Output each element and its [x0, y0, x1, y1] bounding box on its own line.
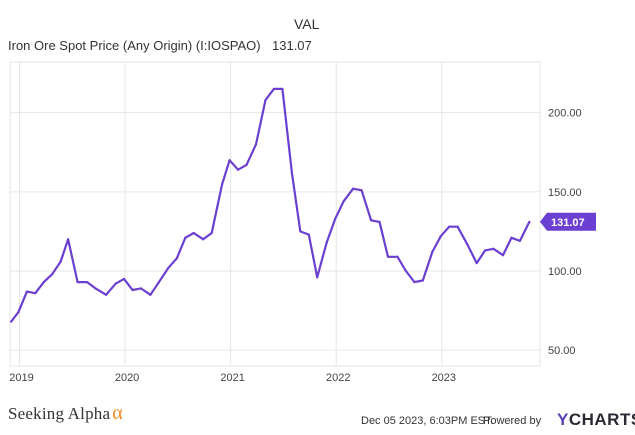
x-tick-label: 2020 — [115, 372, 139, 384]
data-point — [518, 239, 522, 243]
data-point — [421, 279, 424, 282]
alpha-icon: α — [112, 402, 123, 424]
ycharts-y-mark: Y — [557, 410, 569, 429]
data-point — [528, 220, 531, 223]
data-point — [210, 231, 213, 235]
data-point — [396, 255, 399, 258]
data-point — [316, 276, 319, 279]
last-value-badge — [540, 212, 596, 231]
data-point — [475, 261, 478, 265]
data-point — [404, 269, 408, 273]
y-tick-label: 200.00 — [548, 108, 582, 120]
data-point — [167, 266, 170, 269]
data-point — [17, 311, 20, 314]
data-point — [334, 217, 337, 220]
legend-last-value: 131.07 — [272, 38, 312, 53]
data-point — [360, 189, 363, 192]
data-point — [157, 280, 160, 284]
data-point — [149, 293, 152, 296]
data-point — [245, 163, 248, 167]
legend-series-name: Iron Ore Spot Price (Any Origin) (I:IOSP… — [8, 38, 261, 53]
data-point — [114, 282, 117, 285]
seeking-alpha-logo: Seeking Alpha α — [8, 402, 123, 425]
data-point — [352, 187, 355, 190]
data-point — [431, 250, 434, 254]
data-point — [85, 280, 89, 284]
data-point — [228, 159, 231, 162]
x-tick-label: 2023 — [432, 372, 456, 384]
data-point — [483, 249, 487, 252]
data-point — [192, 231, 195, 235]
x-tick-label: 2022 — [326, 372, 350, 384]
powered-by-label: Powered by — [483, 415, 542, 427]
data-point — [184, 236, 187, 239]
plot-area — [9, 61, 541, 367]
data-point — [131, 288, 134, 292]
legend-value-header: VAL — [294, 16, 320, 32]
data-point — [34, 292, 37, 295]
y-tick-label: 50.00 — [548, 345, 576, 357]
data-point — [76, 280, 79, 284]
chart-legend: VAL Iron Ore Spot Price (Any Origin) (I:… — [8, 14, 328, 54]
data-point — [325, 241, 328, 244]
chart-timestamp: Dec 05 2023, 6:03PM EST. — [361, 415, 494, 427]
data-point — [139, 287, 143, 290]
brand-name: Seeking Alpha — [8, 404, 111, 423]
data-point — [236, 168, 240, 171]
data-point — [42, 280, 45, 284]
x-tick-label: 2021 — [220, 372, 244, 384]
data-point — [281, 87, 284, 91]
data-point — [386, 255, 390, 258]
data-point — [413, 280, 416, 284]
last-value-label: 131.07 — [551, 217, 585, 229]
data-point — [466, 242, 469, 246]
data-point — [9, 320, 13, 323]
y-tick-label: 100.00 — [548, 266, 582, 278]
data-point — [122, 277, 126, 281]
data-point — [501, 254, 505, 257]
data-point — [202, 238, 205, 241]
data-point — [94, 287, 97, 290]
series-line — [10, 87, 531, 323]
data-point — [264, 98, 267, 102]
data-point — [66, 238, 70, 241]
data-point — [439, 235, 442, 238]
data-point — [59, 260, 62, 263]
data-point — [369, 219, 373, 222]
data-point — [104, 293, 108, 296]
data-point — [175, 257, 178, 260]
data-point — [456, 225, 459, 228]
data-point — [51, 273, 54, 276]
data-point — [254, 143, 258, 146]
data-point — [342, 200, 345, 203]
x-tick-label: 2019 — [9, 372, 33, 384]
data-point — [272, 87, 276, 91]
y-tick-label: 150.00 — [548, 187, 582, 199]
data-point — [221, 182, 224, 186]
data-point — [299, 230, 302, 233]
data-point — [448, 225, 451, 228]
ycharts-wordmark: CHARTS — [568, 410, 635, 429]
data-point — [378, 220, 381, 224]
data-point — [307, 233, 310, 236]
ycharts-logo[interactable]: YCHARTS — [557, 410, 635, 430]
data-point — [510, 236, 513, 239]
data-point — [492, 247, 495, 250]
data-point — [290, 171, 293, 174]
data-point — [25, 290, 28, 293]
